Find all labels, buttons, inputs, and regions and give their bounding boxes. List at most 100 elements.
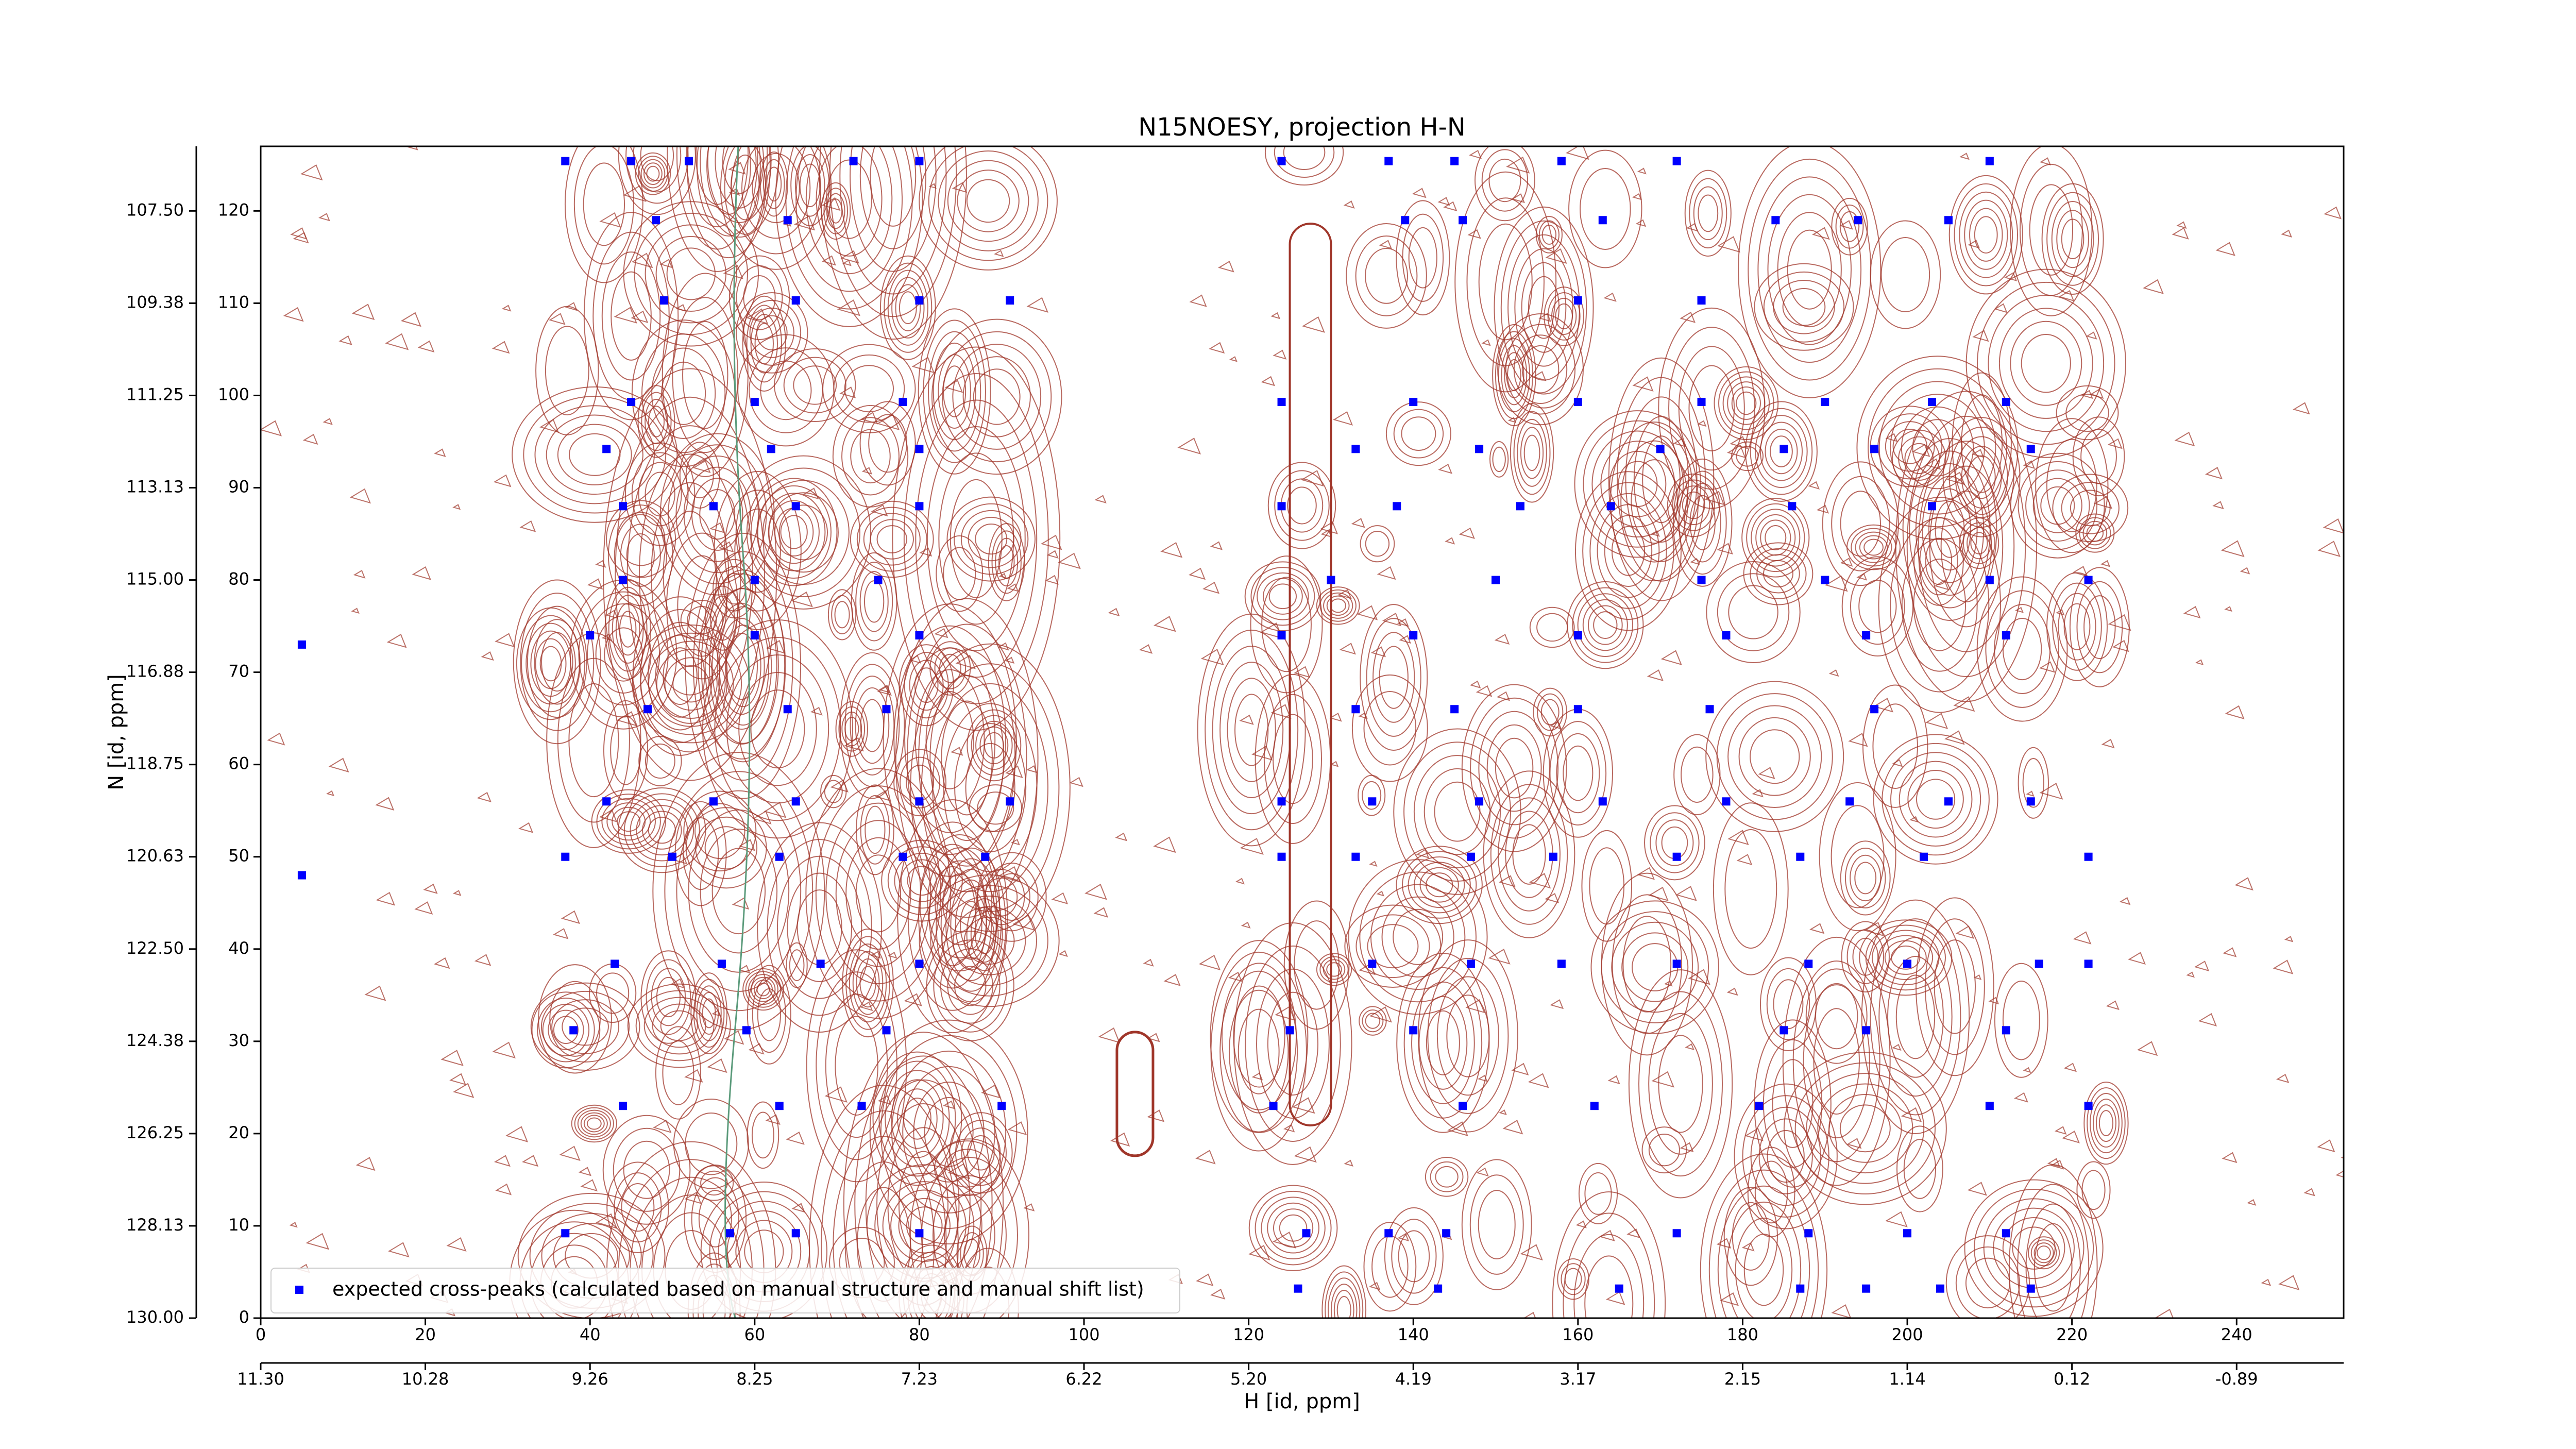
cross-peak xyxy=(1516,502,1524,511)
contour xyxy=(638,453,741,696)
noise-contour xyxy=(1901,1107,1922,1122)
contour xyxy=(562,1007,609,1046)
y2-tick-label: 111.25 xyxy=(126,384,184,404)
contour xyxy=(925,691,974,789)
contour xyxy=(933,939,1008,1033)
y2-tick-label: 113.13 xyxy=(126,477,184,497)
noise-contour xyxy=(837,299,860,316)
noise-contour xyxy=(1437,197,1450,206)
contour xyxy=(1593,611,1618,639)
contour xyxy=(1255,1190,1332,1266)
contour xyxy=(1746,503,1805,572)
noise-contour xyxy=(2195,659,2204,666)
x-axis-label: H [id, ppm] xyxy=(1244,1390,1360,1413)
contour xyxy=(601,798,656,845)
contour xyxy=(1759,957,1817,1052)
contour xyxy=(1642,435,1681,524)
noise-contour xyxy=(810,706,823,716)
cross-peak xyxy=(602,445,611,453)
noise-contour xyxy=(2128,952,2146,965)
noise-contour xyxy=(1210,541,1223,550)
contour xyxy=(646,165,660,182)
noise-contour xyxy=(2323,518,2344,534)
cross-peak xyxy=(791,797,800,806)
contour xyxy=(747,1101,779,1169)
contour xyxy=(743,275,776,321)
contour xyxy=(1742,1095,1829,1218)
contour xyxy=(1644,805,1705,881)
cross-peak xyxy=(1870,705,1879,714)
contour xyxy=(865,1079,982,1318)
contour xyxy=(1478,1190,1516,1260)
cross-peak xyxy=(2084,576,2093,584)
noise-contour xyxy=(559,1145,581,1161)
noise-contour xyxy=(1545,248,1567,264)
contour xyxy=(1841,556,1913,656)
contour xyxy=(664,657,718,711)
noise-contour xyxy=(1549,720,1562,730)
noise-contour xyxy=(1744,1127,1764,1141)
cross-peak xyxy=(1351,445,1360,453)
contour xyxy=(1689,495,1716,550)
y2-tick-label: 120.63 xyxy=(126,846,184,866)
contour xyxy=(1244,561,1321,632)
contour xyxy=(1500,220,1587,395)
noise-contour xyxy=(1147,1033,1160,1042)
x-tick-label: 80 xyxy=(909,1325,930,1344)
contour xyxy=(1954,183,2019,287)
contour xyxy=(1359,871,1477,1003)
contour xyxy=(1870,918,1961,1116)
contour xyxy=(977,791,1014,825)
contour xyxy=(793,365,837,405)
cross-peak xyxy=(1821,397,1829,406)
noise-contour xyxy=(723,264,743,279)
cross-peak xyxy=(1615,1284,1623,1293)
contour xyxy=(1915,897,1994,1076)
contour xyxy=(1267,462,1336,549)
noise-contour xyxy=(1994,303,2008,313)
noise-contour xyxy=(1675,886,1697,901)
contour xyxy=(1988,295,2105,432)
contour xyxy=(1976,576,2068,722)
contour xyxy=(1723,1187,1778,1286)
contour xyxy=(1587,605,1623,645)
cross-peak xyxy=(1277,852,1286,861)
cross-peak xyxy=(1006,296,1014,305)
contour xyxy=(1582,482,1674,620)
noise-contour xyxy=(1506,156,1530,174)
contour xyxy=(626,425,753,724)
contour xyxy=(783,357,846,414)
noise-contour xyxy=(2234,877,2253,891)
contour xyxy=(825,802,931,985)
contour xyxy=(618,146,696,215)
contour xyxy=(748,974,778,1005)
contour xyxy=(1783,1052,1947,1205)
contour xyxy=(666,532,738,680)
contour xyxy=(843,1032,1004,1318)
noise-contour xyxy=(353,569,366,579)
noise-contour xyxy=(2039,783,2063,800)
y2-tick-label: 107.50 xyxy=(126,200,184,220)
contour xyxy=(1536,613,1568,642)
contour xyxy=(1346,223,1427,329)
noise-contour xyxy=(1607,1075,1620,1085)
contour xyxy=(967,1135,995,1171)
noise-contour xyxy=(1632,376,1654,392)
contour xyxy=(1907,770,1964,829)
contour xyxy=(816,971,897,1160)
contour xyxy=(751,976,776,1002)
noise-contour xyxy=(1358,712,1368,719)
contour xyxy=(957,170,1020,232)
cross-peak xyxy=(2035,959,2043,968)
noise-contour xyxy=(1217,260,1234,273)
contour xyxy=(1611,526,1645,576)
contour xyxy=(789,949,805,981)
cross-peak xyxy=(1401,216,1410,225)
cross-peak xyxy=(1351,852,1360,861)
contour xyxy=(1962,522,1995,564)
contour xyxy=(583,1115,605,1133)
contour xyxy=(1330,1284,1358,1318)
noise-contour xyxy=(1459,527,1475,540)
cross-peak xyxy=(1277,397,1286,406)
